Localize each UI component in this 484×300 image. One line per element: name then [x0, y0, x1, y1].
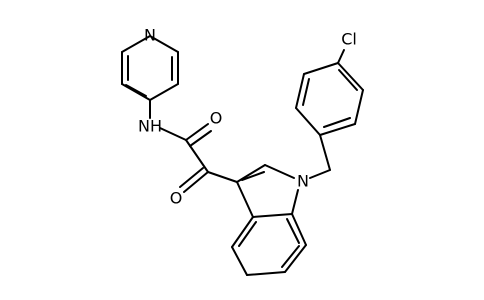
atom-label: O — [170, 189, 183, 208]
atom-label: N — [297, 172, 309, 191]
atom-label: O — [210, 109, 223, 128]
bonds — [121, 35, 364, 276]
atom-label: NH — [138, 117, 162, 136]
atom-label: Cl — [341, 30, 357, 49]
atom-label: N — [144, 26, 156, 45]
atom-labels: N NH O O N Cl — [138, 26, 357, 208]
